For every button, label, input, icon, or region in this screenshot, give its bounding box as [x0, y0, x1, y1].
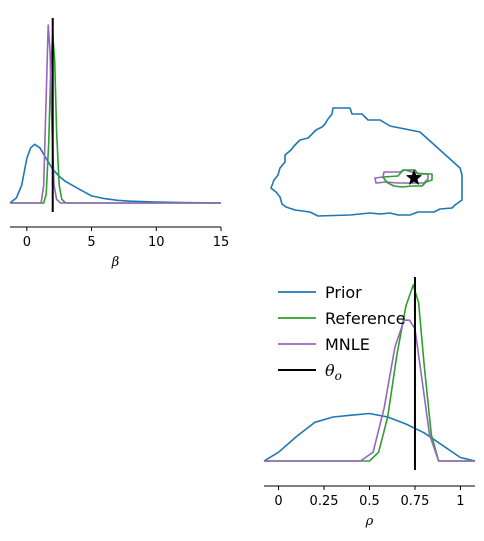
- x-tick-label: 5: [87, 235, 95, 250]
- x-tick-label: 0.5: [359, 494, 380, 509]
- legend-entry-true-value: θo: [278, 361, 342, 383]
- contour-reference: [382, 169, 433, 188]
- density-line-mnle: [264, 319, 475, 462]
- legend-label: Reference: [325, 309, 406, 328]
- x-tick-label: 0.75: [400, 494, 429, 509]
- x-tick-label: 10: [148, 235, 165, 250]
- legend-entry-reference: Reference: [278, 309, 406, 328]
- legend-entry-mnle: MNLE: [278, 335, 370, 354]
- joint-contour-panel: [270, 107, 463, 217]
- true-value-star-marker: [405, 169, 423, 186]
- legend: Prior Reference MNLE θo: [278, 283, 406, 383]
- x-tick-label: 0: [23, 235, 31, 250]
- legend-label: Prior: [325, 283, 362, 302]
- legend-label-symbol: θ: [325, 361, 335, 380]
- x-tick-label: 15: [213, 235, 230, 250]
- density-line-prior: [263, 412, 476, 462]
- legend-entry-prior: Prior: [278, 283, 362, 302]
- density-line-reference: [264, 284, 475, 462]
- legend-label: MNLE: [325, 335, 370, 354]
- x-axis-label: β: [111, 255, 120, 270]
- x-tick-label: 1: [456, 494, 464, 509]
- x-tick-label: 0.25: [310, 494, 339, 509]
- rho-marginal-panel: 0 0.25 0.5 0.75 1 ρ: [263, 277, 476, 529]
- density-line-mnle: [10, 24, 221, 204]
- legend-label-subscript: o: [335, 369, 342, 383]
- beta-marginal-panel: 0 5 10 15 β: [9, 18, 230, 270]
- legend-label: θo: [325, 361, 342, 383]
- density-line-reference: [10, 33, 221, 204]
- x-axis-label: ρ: [365, 514, 374, 529]
- contour-prior: [270, 107, 463, 217]
- x-tick-label: 0: [274, 494, 282, 509]
